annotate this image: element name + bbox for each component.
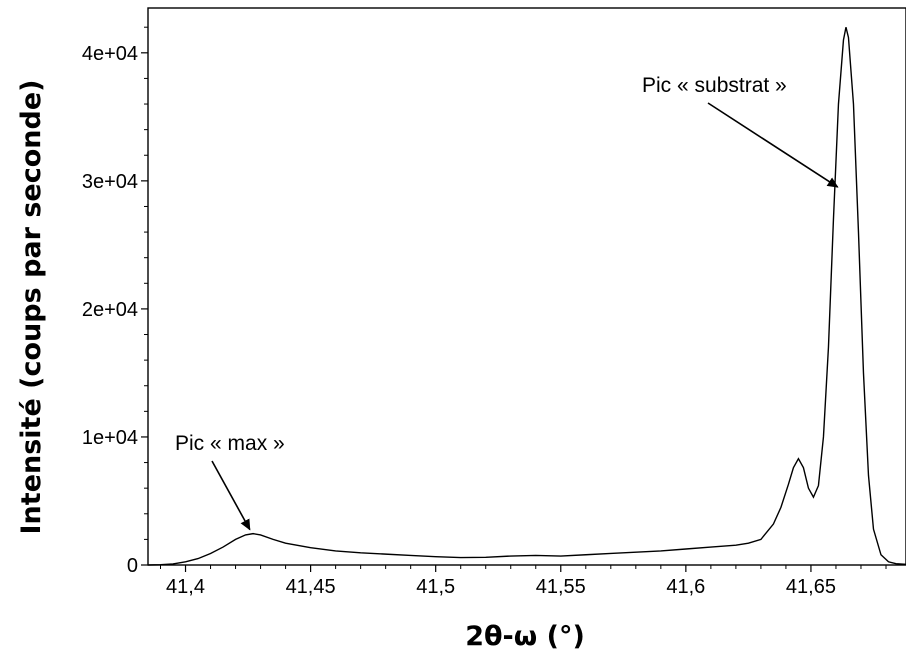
y-tick-label: 4e+04: [82, 43, 138, 65]
x-tick-label: 41,65: [786, 576, 836, 598]
annotation-arrow: [211, 460, 251, 531]
x-tick-label: 41,6: [666, 576, 705, 598]
annotation-label: Pic « substrat »: [642, 74, 787, 97]
x-tick-label: 41,55: [536, 576, 586, 598]
y-tick-label: 1e+04: [82, 427, 138, 449]
annotation-label: Pic « max »: [175, 432, 285, 455]
x-tick-label: 41,45: [286, 576, 336, 598]
y-tick-label: 3e+04: [82, 171, 138, 193]
x-tick-label: 41,4: [166, 576, 205, 598]
y-tick-label: 2e+04: [82, 299, 138, 321]
y-tick-label: 0: [127, 555, 138, 577]
x-axis-title: 2θ-ω (°): [465, 621, 585, 652]
y-axis-title: Intensité (coups par seconde): [16, 80, 47, 535]
plot-frame: [147, 7, 906, 566]
x-tick-label: 41,5: [416, 576, 455, 598]
annotation-arrow: [707, 102, 839, 188]
series-line: [147, 27, 906, 566]
